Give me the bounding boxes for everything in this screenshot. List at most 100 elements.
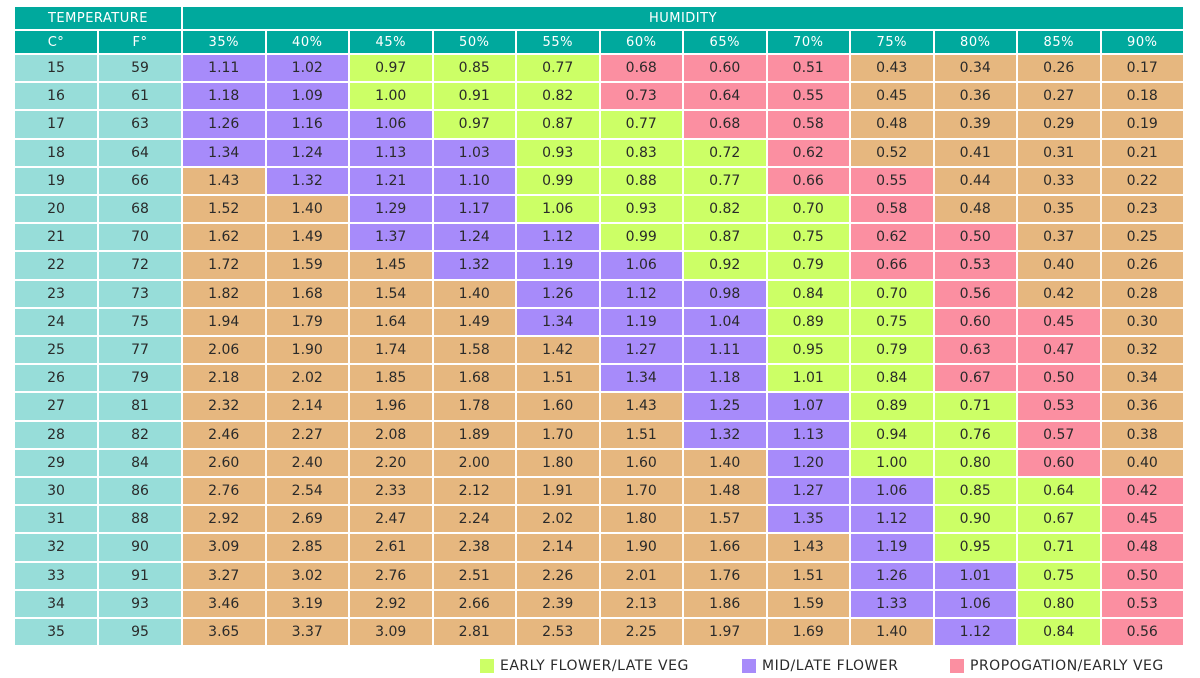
vpd-cell: 0.30 xyxy=(1101,308,1183,335)
vpd-cell: 1.29 xyxy=(350,196,432,223)
vpd-cell: 1.57 xyxy=(684,506,766,533)
legend-item-mid: MID/LATE FLOWER xyxy=(742,657,898,675)
vpd-cell: 1.16 xyxy=(266,111,348,138)
vpd-cell: 0.87 xyxy=(684,224,766,251)
fahrenheit-cell: 91 xyxy=(99,562,181,589)
fahrenheit-cell: 59 xyxy=(99,55,181,82)
vpd-cell: 0.92 xyxy=(684,252,766,279)
celsius-cell: 27 xyxy=(15,393,97,420)
vpd-cell: 1.80 xyxy=(517,449,599,476)
fahrenheit-cell: 81 xyxy=(99,393,181,420)
vpd-cell: 0.55 xyxy=(767,83,849,110)
vpd-cell: 2.25 xyxy=(600,619,682,646)
vpd-cell: 0.62 xyxy=(767,139,849,166)
vpd-cell: 0.75 xyxy=(767,224,849,251)
vpd-cell: 1.62 xyxy=(183,224,265,251)
vpd-cell: 0.26 xyxy=(1018,55,1100,82)
vpd-cell: 0.31 xyxy=(1018,139,1100,166)
vpd-cell: 0.36 xyxy=(1101,393,1183,420)
vpd-cell: 0.70 xyxy=(767,196,849,223)
fahrenheit-cell: 86 xyxy=(99,478,181,505)
fahrenheit-cell: 88 xyxy=(99,506,181,533)
vpd-cell: 1.10 xyxy=(433,167,515,194)
vpd-cell: 1.74 xyxy=(350,337,432,364)
fahrenheit-cell: 77 xyxy=(99,337,181,364)
vpd-cell: 0.21 xyxy=(1101,139,1183,166)
vpd-cell: 1.89 xyxy=(433,421,515,448)
vpd-cell: 0.39 xyxy=(934,111,1016,138)
vpd-cell: 1.06 xyxy=(517,196,599,223)
vpd-cell: 1.69 xyxy=(767,619,849,646)
vpd-cell: 1.49 xyxy=(433,308,515,335)
celsius-cell: 34 xyxy=(15,590,97,617)
vpd-cell: 1.09 xyxy=(266,83,348,110)
vpd-cell: 0.75 xyxy=(1018,562,1100,589)
vpd-cell: 1.18 xyxy=(684,365,766,392)
vpd-cell: 2.46 xyxy=(183,421,265,448)
vpd-cell: 1.32 xyxy=(684,421,766,448)
vpd-cell: 2.32 xyxy=(183,393,265,420)
vpd-cell: 2.13 xyxy=(600,590,682,617)
vpd-cell: 1.06 xyxy=(934,590,1016,617)
vpd-cell: 0.50 xyxy=(1018,365,1100,392)
vpd-cell: 0.58 xyxy=(851,196,933,223)
vpd-cell: 0.85 xyxy=(934,478,1016,505)
vpd-cell: 1.11 xyxy=(684,337,766,364)
vpd-cell: 0.66 xyxy=(851,252,933,279)
vpd-cell: 0.34 xyxy=(934,55,1016,82)
vpd-cell: 2.27 xyxy=(266,421,348,448)
celsius-cell: 35 xyxy=(15,619,97,646)
vpd-cell: 1.70 xyxy=(600,478,682,505)
vpd-cell: 1.51 xyxy=(600,421,682,448)
vpd-cell: 2.69 xyxy=(266,506,348,533)
vpd-cell: 0.64 xyxy=(1018,478,1100,505)
vpd-cell: 1.32 xyxy=(266,167,348,194)
vpd-cell: 1.02 xyxy=(266,55,348,82)
vpd-cell: 1.91 xyxy=(517,478,599,505)
vpd-cell: 1.54 xyxy=(350,280,432,307)
vpd-cell: 3.09 xyxy=(183,534,265,561)
vpd-cell: 0.19 xyxy=(1101,111,1183,138)
vpd-cell: 1.78 xyxy=(433,393,515,420)
celsius-cell: 33 xyxy=(15,562,97,589)
humidity-col-5-header: 60% xyxy=(600,31,682,53)
vpd-cell: 2.12 xyxy=(433,478,515,505)
humidity-col-9-header: 80% xyxy=(934,31,1016,53)
vpd-cell: 0.68 xyxy=(600,55,682,82)
fahrenheit-cell: 68 xyxy=(99,196,181,223)
vpd-cell: 1.19 xyxy=(517,252,599,279)
vpd-cell: 1.12 xyxy=(851,506,933,533)
vpd-cell: 1.40 xyxy=(266,196,348,223)
vpd-cell: 0.53 xyxy=(934,252,1016,279)
vpd-cell: 0.45 xyxy=(1101,506,1183,533)
vpd-cell: 0.91 xyxy=(433,83,515,110)
vpd-cell: 0.90 xyxy=(934,506,1016,533)
vpd-cell: 0.48 xyxy=(851,111,933,138)
vpd-cell: 1.20 xyxy=(767,449,849,476)
humidity-col-4-header: 55% xyxy=(517,31,599,53)
vpd-cell: 2.92 xyxy=(350,590,432,617)
vpd-cell: 0.66 xyxy=(767,167,849,194)
vpd-cell: 0.33 xyxy=(1018,167,1100,194)
vpd-cell: 1.85 xyxy=(350,365,432,392)
vpd-cell: 1.40 xyxy=(684,449,766,476)
vpd-cell: 3.37 xyxy=(266,619,348,646)
vpd-cell: 1.13 xyxy=(350,139,432,166)
vpd-cell: 0.84 xyxy=(1018,619,1100,646)
vpd-cell: 2.38 xyxy=(433,534,515,561)
vpd-cell: 0.40 xyxy=(1101,449,1183,476)
vpd-cell: 1.76 xyxy=(684,562,766,589)
vpd-cell: 0.53 xyxy=(1101,590,1183,617)
vpd-cell: 1.19 xyxy=(851,534,933,561)
celsius-cell: 15 xyxy=(15,55,97,82)
vpd-cell: 0.36 xyxy=(934,83,1016,110)
vpd-cell: 0.80 xyxy=(1018,590,1100,617)
vpd-cell: 0.85 xyxy=(433,55,515,82)
vpd-cell: 0.29 xyxy=(1018,111,1100,138)
vpd-cell: 0.52 xyxy=(851,139,933,166)
vpd-cell: 1.52 xyxy=(183,196,265,223)
fahrenheit-cell: 82 xyxy=(99,421,181,448)
vpd-cell: 0.42 xyxy=(1101,478,1183,505)
vpd-cell: 0.17 xyxy=(1101,55,1183,82)
vpd-cell: 0.60 xyxy=(934,308,1016,335)
